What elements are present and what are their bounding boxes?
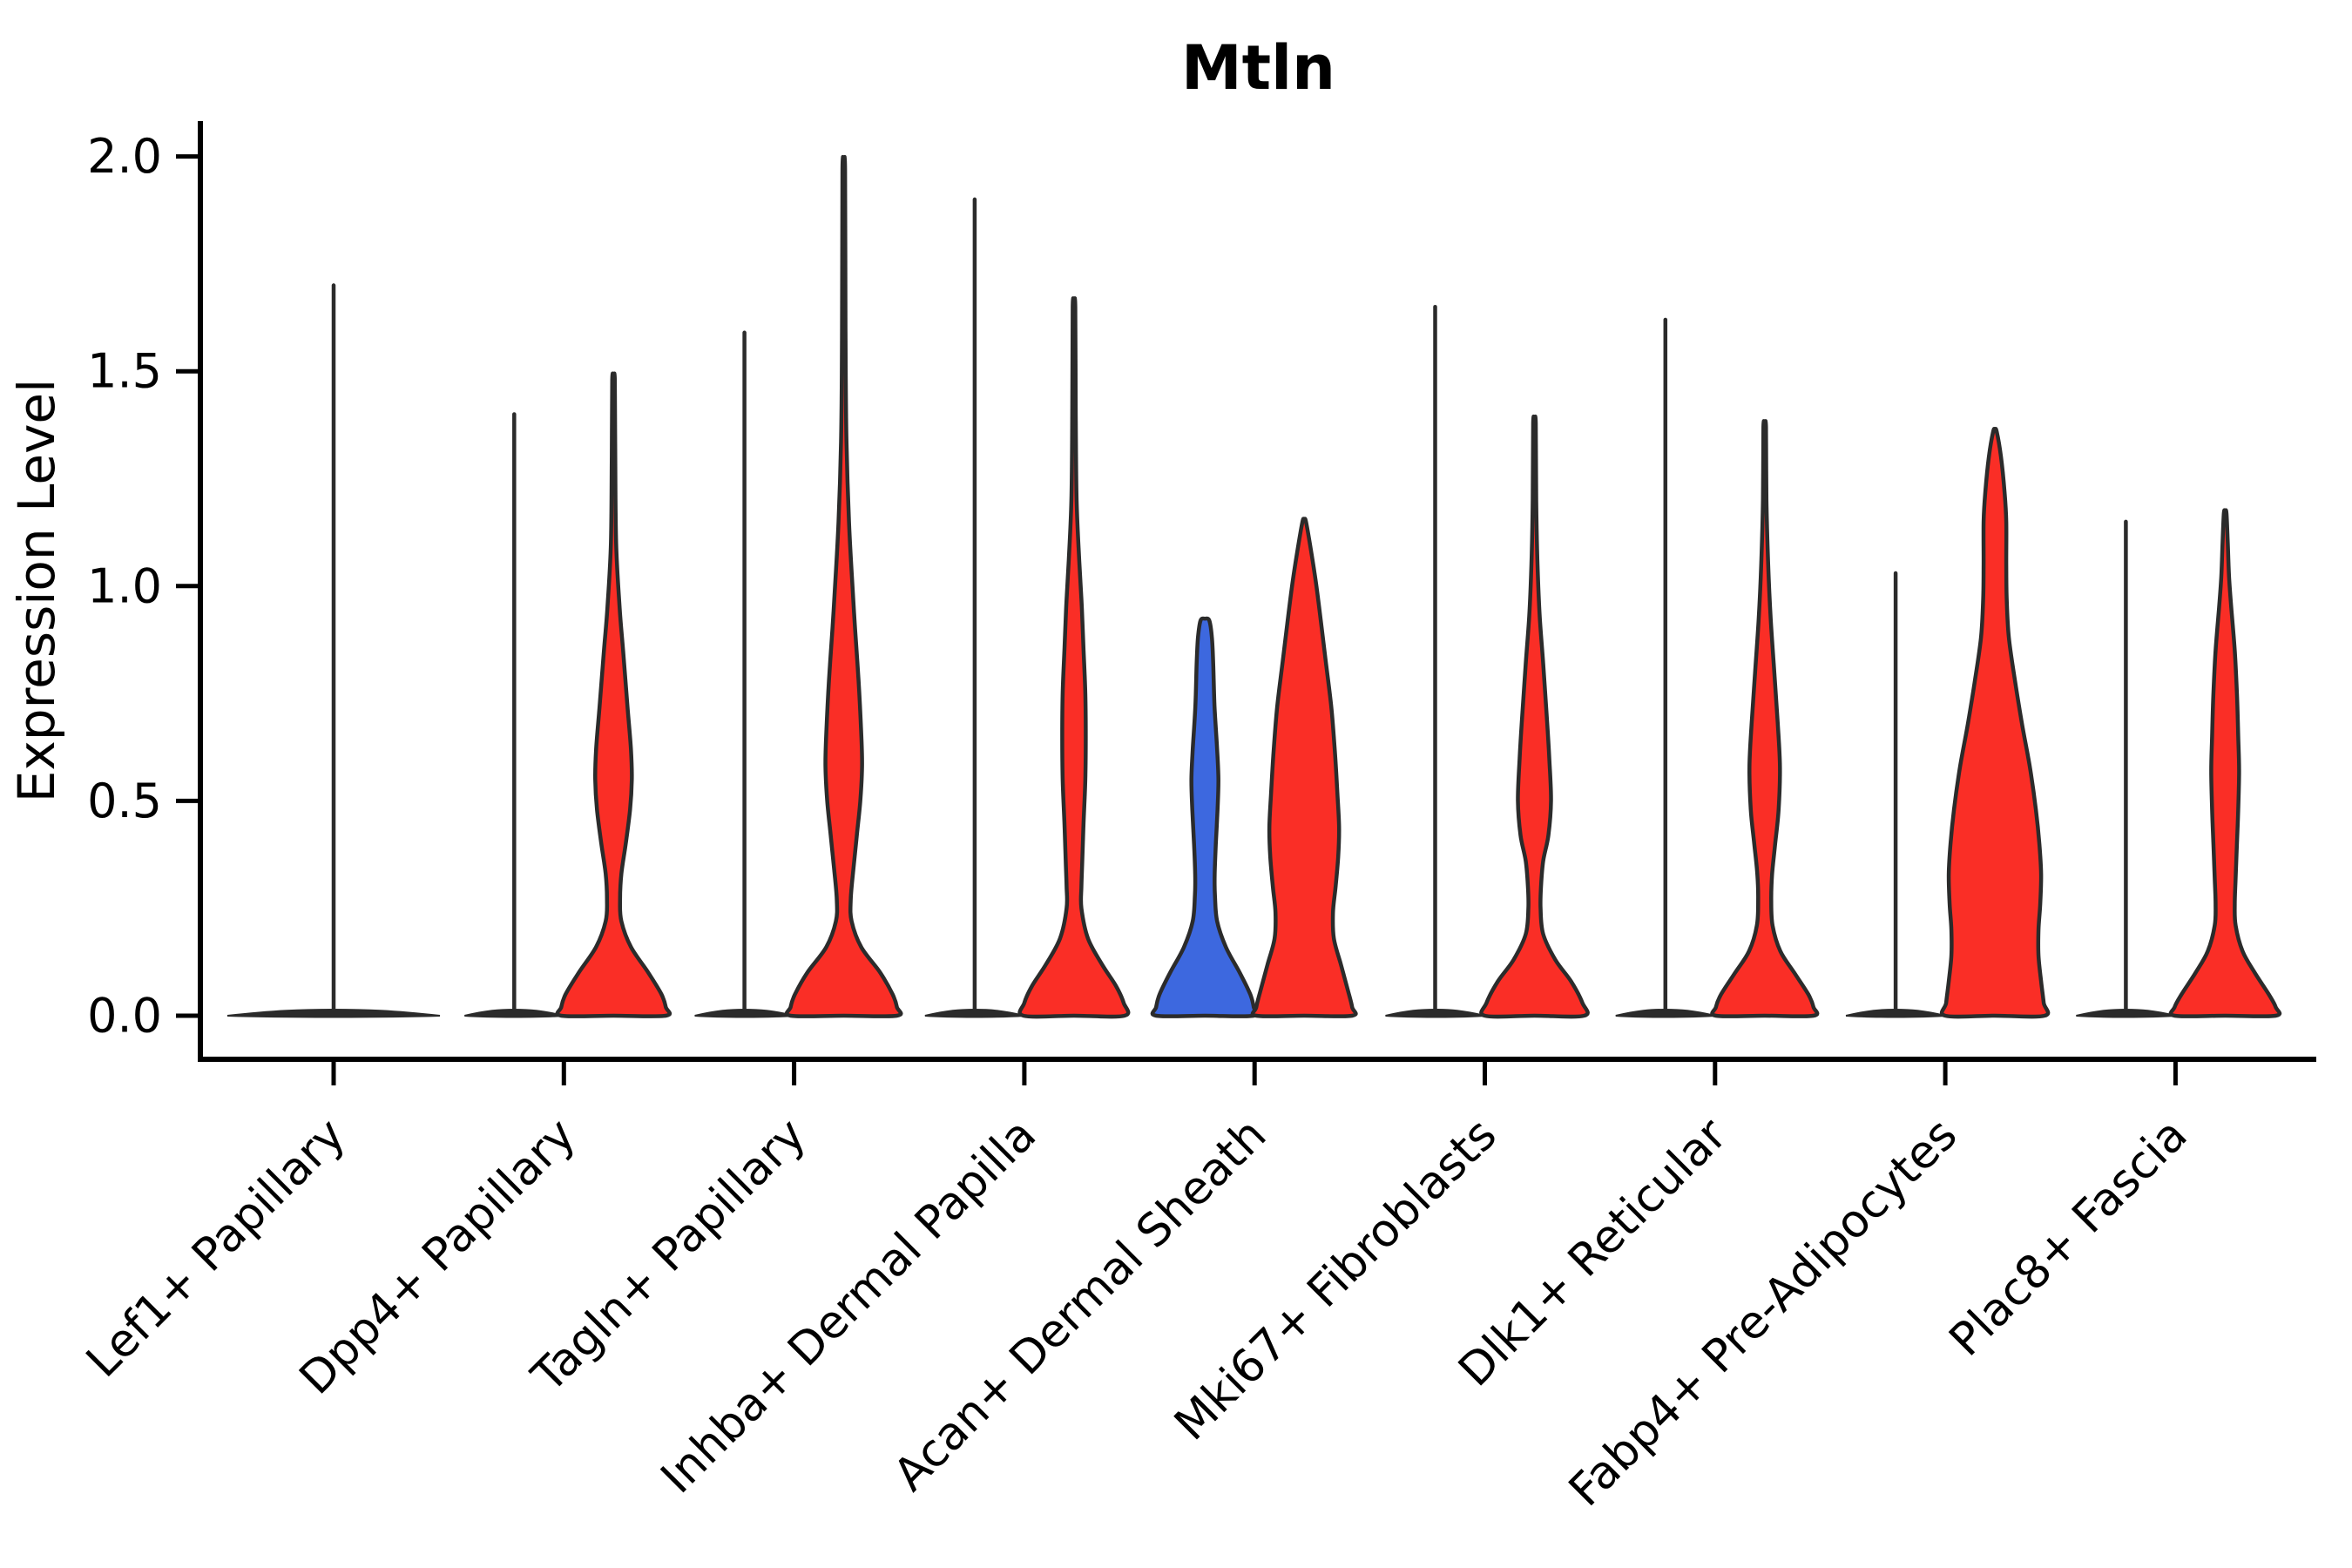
violin-2-right xyxy=(784,154,903,1018)
violin-base-0-center xyxy=(226,1008,441,1018)
violin-6-right xyxy=(1710,419,1820,1018)
violin-base-7-left xyxy=(1845,1008,1946,1018)
y-tick-label: 1.0 xyxy=(87,558,162,613)
violin-8-right xyxy=(2168,508,2282,1018)
violin-base-2-left xyxy=(694,1008,794,1018)
y-tick-label: 0.5 xyxy=(87,774,162,828)
chart-title: Mtln xyxy=(1181,32,1335,104)
violin-4-right xyxy=(1250,517,1358,1018)
y-tick-label: 0.0 xyxy=(87,989,162,1044)
y-axis-label: Expression Level xyxy=(7,379,66,802)
violin-5-right xyxy=(1479,414,1590,1019)
x-tick-label-3: Inhba+ Dermal Papilla xyxy=(652,1109,1046,1504)
y-tick-label: 2.0 xyxy=(87,129,162,184)
x-tick-label-4: Acan+ Dermal Sheath xyxy=(884,1109,1277,1502)
x-tick-label-7: Fabp4+ Pre-Adipocytes xyxy=(1559,1109,1967,1517)
x-tick-label-8: Plac8+ Fascia xyxy=(1940,1109,2198,1367)
violin-3-right xyxy=(1017,296,1131,1019)
violin-base-5-left xyxy=(1385,1008,1485,1018)
violin-1-right xyxy=(555,371,672,1018)
violin-7-right xyxy=(1939,427,2051,1019)
y-tick-label: 1.5 xyxy=(87,344,162,399)
violin-4-left xyxy=(1150,616,1260,1018)
violin-base-8-left xyxy=(2076,1008,2176,1018)
violin-base-3-left xyxy=(924,1008,1025,1018)
violin-base-1-left xyxy=(464,1008,564,1018)
violin-base-6-left xyxy=(1615,1008,1716,1018)
